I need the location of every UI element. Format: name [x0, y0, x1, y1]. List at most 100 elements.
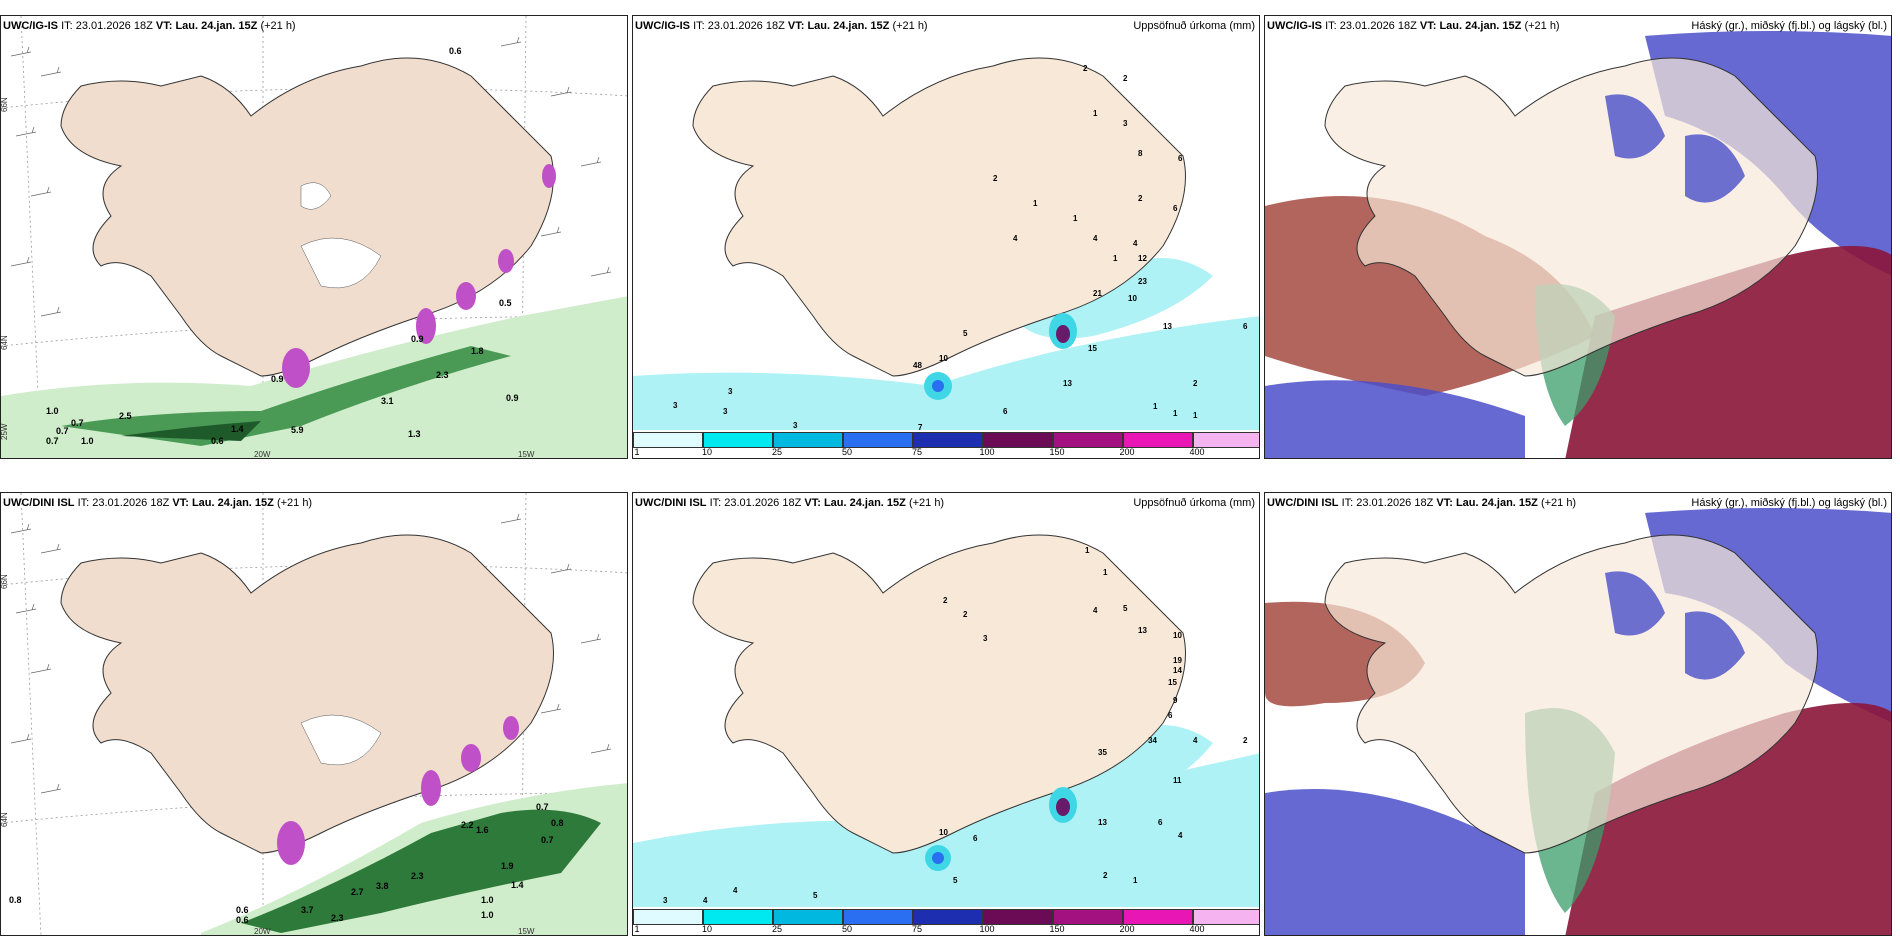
vt-label: VT:: [787, 20, 805, 32]
svg-text:1: 1: [1193, 411, 1198, 420]
model-name: UWC/IG-IS: [1267, 20, 1322, 32]
legend-tick: 100: [979, 447, 995, 457]
legend-swatch: [843, 432, 913, 448]
legend-swatch: [983, 432, 1053, 448]
svg-text:4: 4: [1178, 831, 1183, 840]
it-value: 23.01.2026 18Z: [1339, 20, 1417, 32]
svg-text:34: 34: [1148, 736, 1157, 745]
panel-subtitle: Háský (gr.), miðský (fj.bl.) og lágský (…: [1691, 20, 1887, 32]
svg-text:0.7: 0.7: [536, 802, 549, 812]
svg-text:2.3: 2.3: [411, 871, 424, 881]
precip-heavy-area: [241, 809, 601, 933]
svg-text:15W: 15W: [518, 927, 535, 936]
svg-text:12: 12: [1138, 254, 1147, 263]
convective-cell: [416, 308, 436, 344]
svg-text:6: 6: [973, 834, 978, 843]
convective-cell: [461, 744, 481, 772]
svg-text:2: 2: [1138, 194, 1143, 203]
svg-text:6: 6: [1173, 204, 1178, 213]
legend-swatch: [773, 909, 843, 925]
legend-swatch: [983, 909, 1053, 925]
precip-cell-core: [1056, 325, 1070, 343]
svg-text:3: 3: [793, 421, 798, 430]
legend-swatch: [913, 432, 983, 448]
iceland-landmass: [60, 534, 554, 854]
it-label: IT:: [61, 20, 73, 32]
panel-header: UWC/IG-IS IT: 23.01.2026 18Z VT: Lau. 24…: [1267, 18, 1887, 34]
svg-text:3: 3: [728, 387, 733, 396]
svg-text:23: 23: [1138, 277, 1147, 286]
svg-text:64N: 64N: [1, 335, 9, 350]
svg-text:0.9: 0.9: [411, 334, 424, 344]
precip-core: [121, 421, 261, 441]
legend-swatch: [703, 909, 773, 925]
it-label: IT:: [1341, 497, 1354, 509]
model-name: UWC/DINI ISL: [1267, 497, 1339, 509]
svg-text:0.6: 0.6: [236, 915, 249, 925]
legend-tick: 50: [841, 924, 853, 934]
svg-text:1.6: 1.6: [476, 825, 489, 835]
svg-text:3.1: 3.1: [381, 396, 394, 406]
lead-time: (+21 h): [892, 20, 928, 32]
legend-tick: 400: [1189, 447, 1205, 457]
it-value: 23.01.2026 18Z: [707, 20, 785, 32]
svg-text:21: 21: [1093, 289, 1102, 298]
svg-text:2: 2: [1243, 736, 1248, 745]
svg-text:0.8: 0.8: [9, 895, 22, 905]
wind-map: 0.8 0.6 3.7 2.3 2.7 3.8 2.3 1.0 1.9 1.6 …: [1, 493, 627, 936]
cloud-low-area: [1605, 571, 1665, 636]
svg-text:15: 15: [1168, 678, 1177, 687]
wind-barbs: [10, 36, 612, 347]
precip-legend: 1 10 25 50 75 100 150 200 400: [633, 430, 1259, 458]
cloud-low-area: [1605, 94, 1665, 159]
vt-label: VT:: [1419, 20, 1437, 32]
legend-tick: 200: [1119, 447, 1135, 457]
svg-text:10: 10: [939, 828, 948, 837]
legend-swatch: [1053, 909, 1123, 925]
svg-text:2: 2: [963, 610, 968, 619]
svg-text:66N: 66N: [1, 97, 9, 112]
vt-label: VT:: [1436, 497, 1453, 509]
cloud-high-area: [1565, 703, 1891, 935]
convective-cell: [456, 282, 476, 310]
legend-tick: 25: [771, 924, 783, 934]
svg-text:0.6: 0.6: [449, 46, 462, 56]
svg-text:9: 9: [1173, 696, 1178, 705]
svg-text:35: 35: [1098, 748, 1107, 757]
precip-labels: 2 1 2 2 3 8 6 1 1 4 4 1 2 4 6 12 21 10 2…: [673, 64, 1248, 432]
svg-text:1.0: 1.0: [481, 895, 494, 905]
svg-text:0.7: 0.7: [71, 418, 84, 428]
svg-text:15W: 15W: [518, 450, 535, 459]
lead-time: (+21 h): [1540, 497, 1577, 509]
svg-text:2.7: 2.7: [351, 887, 364, 897]
svg-text:3.7: 3.7: [301, 905, 314, 915]
svg-text:2: 2: [1083, 64, 1088, 73]
svg-text:1: 1: [1153, 402, 1158, 411]
it-label: IT:: [1325, 20, 1337, 32]
it-label: IT:: [693, 20, 705, 32]
svg-text:3: 3: [1123, 119, 1128, 128]
svg-text:3: 3: [673, 401, 678, 410]
iceland-landmass: [692, 534, 1186, 854]
vt-label: VT:: [172, 497, 189, 509]
svg-text:2: 2: [1103, 871, 1108, 880]
svg-text:0.8: 0.8: [551, 818, 564, 828]
precip-labels: 0.8 0.6 3.7 2.3 2.7 3.8 2.3 1.0 1.9 1.6 …: [9, 802, 564, 925]
svg-text:1: 1: [1073, 214, 1078, 223]
legend-tick: 25: [771, 447, 783, 457]
legend-tick: 75: [911, 924, 923, 934]
legend-swatch: [1193, 909, 1259, 925]
svg-text:4: 4: [1133, 239, 1138, 248]
svg-text:2: 2: [993, 174, 998, 183]
svg-text:48: 48: [913, 361, 922, 370]
cloud-low-area: [1685, 611, 1745, 680]
cloud-low-area: [1265, 789, 1525, 935]
svg-text:10: 10: [1173, 631, 1182, 640]
wind-map: 0.6 0.5 0.7 0.9 1.0 0.7 2.5 1.4 5.9 3.1 …: [1, 16, 627, 459]
svg-text:0.6: 0.6: [236, 905, 249, 915]
legend-swatch: [773, 432, 843, 448]
vt-value: Lau. 24.jan. 15Z: [191, 497, 274, 509]
svg-text:7: 7: [918, 423, 923, 432]
it-value: 23.01.2026 18Z: [75, 20, 153, 32]
glacier: [300, 182, 332, 210]
